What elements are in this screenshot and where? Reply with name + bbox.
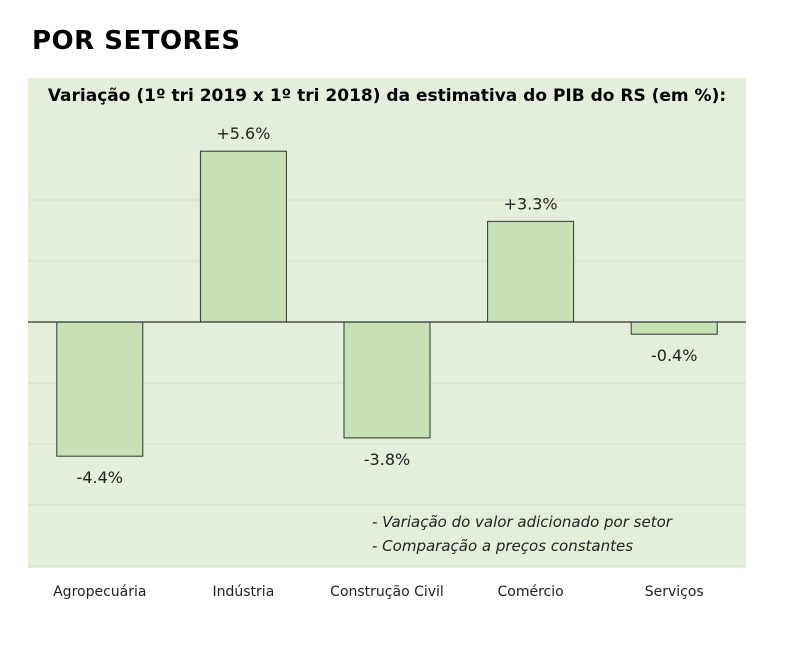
data-label-2: +5.6% [216, 124, 270, 143]
category-label-2: Indústria [213, 584, 275, 600]
page-heading: POR SETORES [32, 26, 241, 56]
category-label-3: Construção Civil [330, 584, 444, 600]
bar-4 [487, 220, 575, 323]
category-label-5: Serviços [645, 584, 704, 600]
bar-1 [56, 321, 144, 457]
category-label-1: Agropecuária [53, 584, 146, 600]
chart-notes: - Variação do valor adicionado por setor… [372, 510, 672, 558]
note-line-2: - Comparação a preços constantes [372, 537, 634, 555]
data-label-3: -3.8% [364, 450, 410, 469]
data-label-4: +3.3% [504, 194, 558, 213]
bar-5 [630, 321, 718, 335]
note-line-1: - Variação do valor adicionado por setor [372, 513, 672, 531]
bar-3 [343, 321, 431, 439]
category-label-4: Comércio [497, 584, 563, 600]
data-label-5: -0.4% [651, 346, 697, 365]
chart-title: Variação (1º tri 2019 x 1º tri 2018) da … [47, 86, 727, 106]
data-label-1: -4.4% [77, 468, 123, 487]
bar-2 [199, 150, 287, 323]
